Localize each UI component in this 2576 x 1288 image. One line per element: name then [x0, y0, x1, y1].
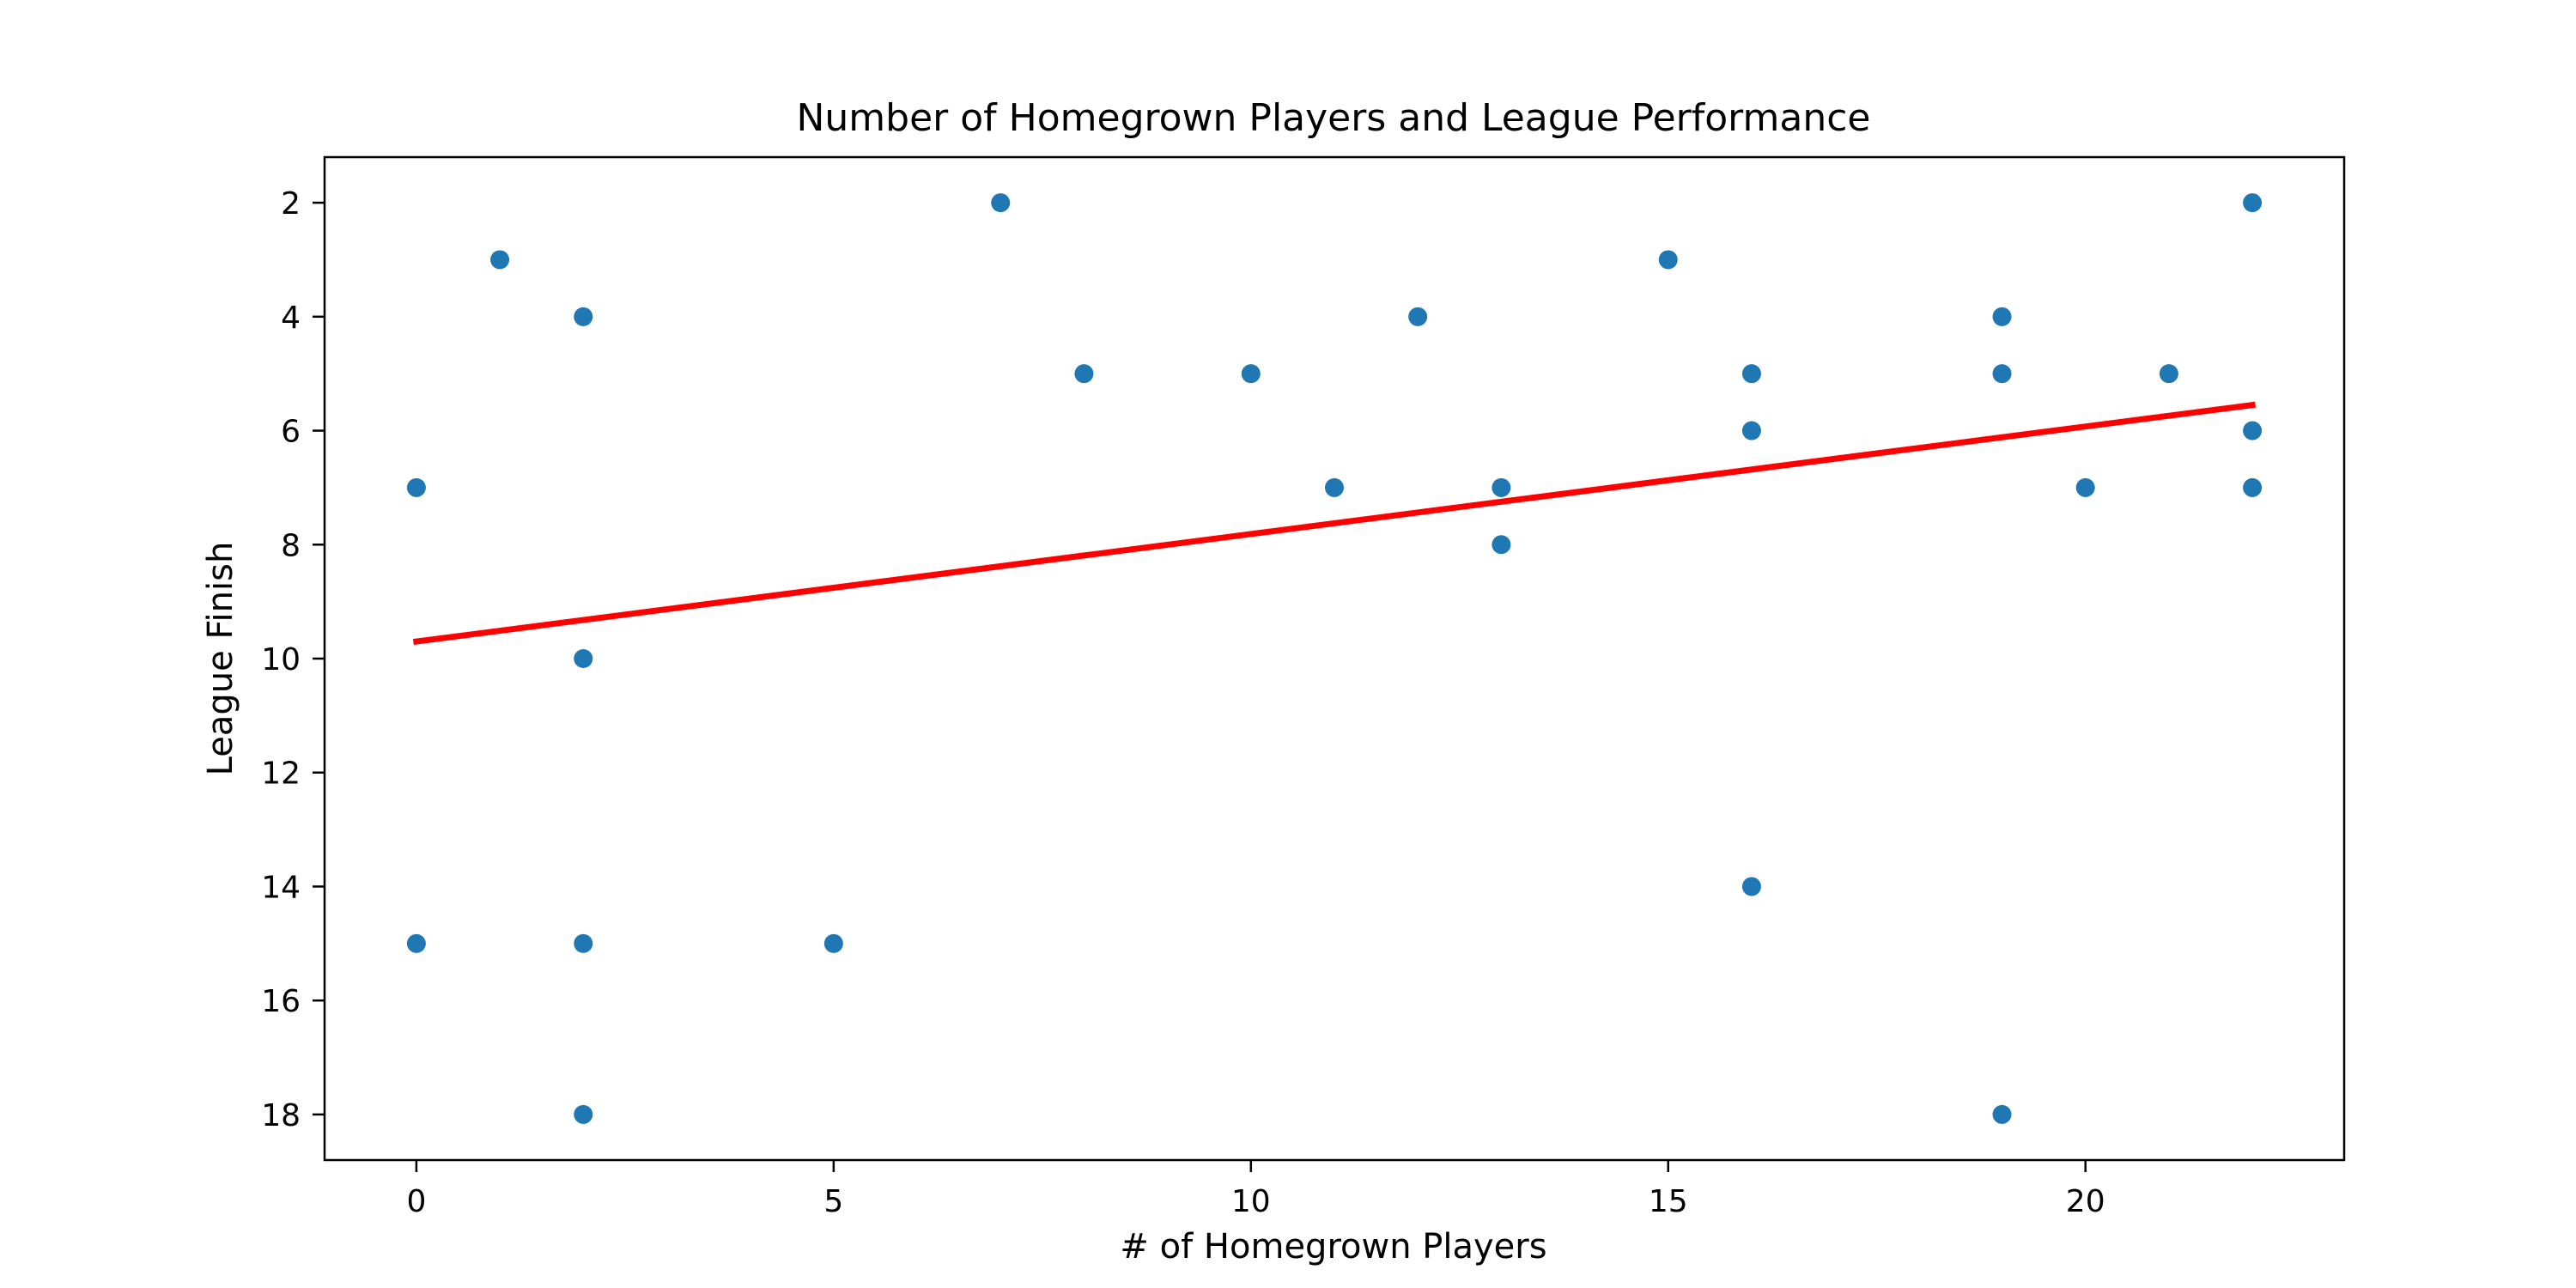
data-point: [574, 649, 593, 668]
data-point: [1741, 877, 1761, 896]
data-point: [406, 933, 426, 953]
x-tick-label: 5: [823, 1184, 843, 1219]
data-point: [1741, 421, 1761, 440]
data-point: [574, 1104, 593, 1124]
y-tick-label: 14: [261, 870, 301, 905]
x-tick-label: 20: [2066, 1184, 2105, 1219]
plot-area: [406, 193, 2263, 1124]
y-tick-label: 4: [281, 301, 301, 336]
data-point: [2243, 421, 2263, 440]
data-point: [1992, 364, 2012, 384]
data-point: [2159, 364, 2178, 384]
data-point: [1658, 250, 1678, 270]
data-point: [1325, 477, 1344, 497]
y-tick-label: 12: [261, 756, 301, 792]
data-point: [1074, 364, 1094, 384]
chart-title: Number of Homegrown Players and League P…: [797, 96, 1871, 140]
data-point: [2243, 193, 2263, 213]
x-axis-label: # of Homegrown Players: [1120, 1227, 1546, 1267]
data-point: [406, 477, 426, 497]
data-point: [574, 307, 593, 326]
data-point: [490, 250, 510, 270]
data-point: [574, 933, 593, 953]
x-tick-label: 10: [1231, 1184, 1271, 1219]
data-point: [2243, 477, 2263, 497]
y-tick-label: 2: [281, 186, 301, 222]
x-axis: 0 5 10 15 20: [406, 1160, 2105, 1219]
y-tick-label: 6: [281, 415, 301, 450]
data-point: [991, 193, 1011, 213]
x-tick-label: 0: [406, 1184, 426, 1219]
data-point: [1492, 535, 1511, 555]
plot-frame: [323, 155, 2346, 1162]
y-tick-label: 8: [281, 528, 301, 563]
trend-line: [412, 401, 2257, 646]
data-point: [1492, 477, 1511, 497]
y-tick-label: 18: [261, 1098, 301, 1133]
y-tick-label: 16: [261, 984, 301, 1019]
y-axis: 2 4 6 8 10 12 14 16 18: [261, 186, 325, 1133]
data-point: [1992, 307, 2012, 326]
y-tick-label: 10: [261, 642, 301, 677]
data-point: [823, 933, 843, 953]
data-point: [1992, 1104, 2012, 1124]
data-point: [1408, 307, 1428, 326]
data-point: [1741, 364, 1761, 384]
data-point: [2075, 477, 2095, 497]
x-tick-label: 15: [1649, 1184, 1688, 1219]
data-point: [1241, 364, 1261, 384]
y-axis-label: League Finish: [201, 542, 240, 776]
